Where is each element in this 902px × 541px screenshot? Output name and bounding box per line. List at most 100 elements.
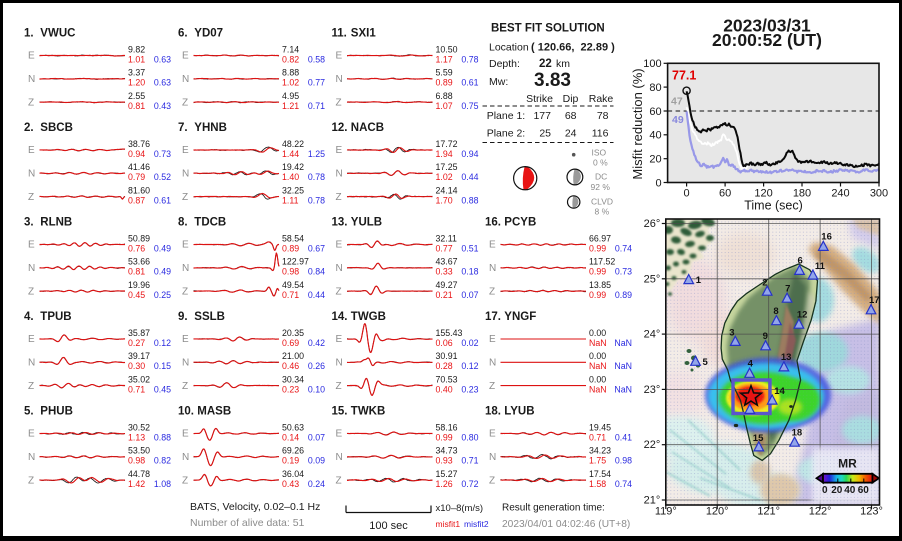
svg-text:53.66: 53.66 [128,257,150,267]
svg-text:Plane 2:: Plane 2: [487,128,526,140]
svg-text:17.25: 17.25 [436,162,458,172]
svg-text:N: N [182,358,189,369]
svg-text:4.95: 4.95 [282,91,299,101]
svg-text:0.51: 0.51 [461,243,478,253]
svg-text:0.81: 0.81 [128,267,145,277]
svg-text:300: 300 [870,188,888,200]
svg-text:7.14: 7.14 [282,44,299,54]
svg-text:1.40: 1.40 [282,172,299,182]
svg-text:35.87: 35.87 [128,328,150,338]
svg-text:18.: 18. [485,406,501,418]
svg-text:0.18: 0.18 [461,267,478,277]
svg-text:Z: Z [28,381,34,392]
svg-text:25: 25 [539,128,551,140]
svg-text:N: N [28,74,35,85]
svg-text:0.00: 0.00 [589,374,606,384]
svg-text:24: 24 [565,128,577,140]
svg-text:180: 180 [793,188,811,200]
svg-text:PCYB: PCYB [504,217,536,229]
svg-text:24.14: 24.14 [436,185,458,195]
svg-text:0.49: 0.49 [154,243,171,253]
svg-text:0.71: 0.71 [589,432,606,442]
svg-text:N: N [489,452,496,463]
svg-text:1.26: 1.26 [436,479,453,489]
svg-text:1.25: 1.25 [308,149,325,159]
svg-text:0.43: 0.43 [282,479,299,489]
svg-text:0.75: 0.75 [461,101,478,111]
svg-text:0.07: 0.07 [461,290,478,300]
svg-text:78: 78 [597,110,609,122]
svg-text:Z: Z [182,286,188,297]
svg-text:NaN: NaN [614,361,632,371]
svg-text:0.30: 0.30 [128,361,145,371]
svg-text:0.98: 0.98 [615,456,632,466]
svg-text:8.88: 8.88 [282,68,299,78]
svg-text:0.52: 0.52 [154,172,171,182]
svg-text:0.93: 0.93 [436,456,453,466]
svg-text:3.83: 3.83 [534,70,571,91]
svg-text:0.73: 0.73 [615,267,632,277]
svg-text:Rake: Rake [589,93,614,105]
svg-text:12.: 12. [332,122,348,134]
svg-text:Z: Z [182,192,188,203]
svg-text:0.71: 0.71 [461,456,478,466]
svg-text:N: N [336,452,343,463]
svg-text:E: E [28,429,35,440]
svg-text:0.94: 0.94 [128,149,145,159]
svg-text:0.27: 0.27 [128,338,145,348]
svg-text:20.35: 20.35 [282,328,304,338]
svg-text:60: 60 [719,188,731,200]
svg-text:N: N [28,263,35,274]
svg-text:0.09: 0.09 [308,456,325,466]
svg-text:E: E [336,240,343,251]
svg-text:13: 13 [781,352,792,363]
svg-text:E: E [489,334,496,345]
svg-text:N: N [489,263,496,274]
svg-text:13.: 13. [332,217,348,229]
svg-text:2.: 2. [24,122,34,134]
svg-text:13.85: 13.85 [589,280,611,290]
svg-text:1.58: 1.58 [589,479,606,489]
svg-text:0.23: 0.23 [461,384,478,394]
svg-text:Dip: Dip [563,93,579,105]
svg-text:0.46: 0.46 [282,361,299,371]
svg-text:9: 9 [763,331,768,342]
svg-text:E: E [28,51,35,62]
svg-text:77.1: 77.1 [672,69,696,83]
svg-text:0.98: 0.98 [282,267,299,277]
svg-text:40: 40 [844,485,856,496]
svg-text:E: E [336,51,343,62]
svg-text:122.97: 122.97 [282,257,309,267]
svg-text:0.25: 0.25 [154,290,171,300]
svg-text:20: 20 [831,485,843,496]
svg-text:1.11: 1.11 [282,195,299,205]
svg-text:Z: Z [28,286,34,297]
svg-text:30.52: 30.52 [128,422,150,432]
svg-text:0.12: 0.12 [461,361,478,371]
svg-text:BATS, Velocity, 0.02–0.1 Hz: BATS, Velocity, 0.02–0.1 Hz [190,501,320,513]
svg-text:117.52: 117.52 [589,257,615,267]
svg-text:0.82: 0.82 [154,456,171,466]
svg-text:6: 6 [798,256,803,267]
svg-text:Z: Z [489,286,495,297]
svg-text:3: 3 [729,328,734,339]
svg-text:LYUB: LYUB [504,406,534,418]
svg-text:0.45: 0.45 [128,290,145,300]
svg-text:155.43: 155.43 [436,328,463,338]
svg-text:0.78: 0.78 [461,54,478,64]
svg-text:0.94: 0.94 [461,149,478,159]
svg-text:ISO: ISO [592,148,607,158]
svg-text:0.24: 0.24 [308,479,325,489]
svg-text:0.12: 0.12 [154,338,171,348]
svg-text:81.60: 81.60 [128,185,150,195]
svg-text:E: E [28,240,35,251]
svg-text:0.00: 0.00 [589,351,606,361]
svg-text:0.45: 0.45 [154,384,171,394]
svg-text:NaN: NaN [589,361,607,371]
svg-text:Z: Z [336,475,342,486]
svg-text:0.78: 0.78 [308,195,325,205]
svg-text:34.73: 34.73 [436,446,458,456]
svg-text:40: 40 [649,130,661,142]
svg-text:38.76: 38.76 [128,139,150,149]
svg-text:10.50: 10.50 [436,44,458,54]
